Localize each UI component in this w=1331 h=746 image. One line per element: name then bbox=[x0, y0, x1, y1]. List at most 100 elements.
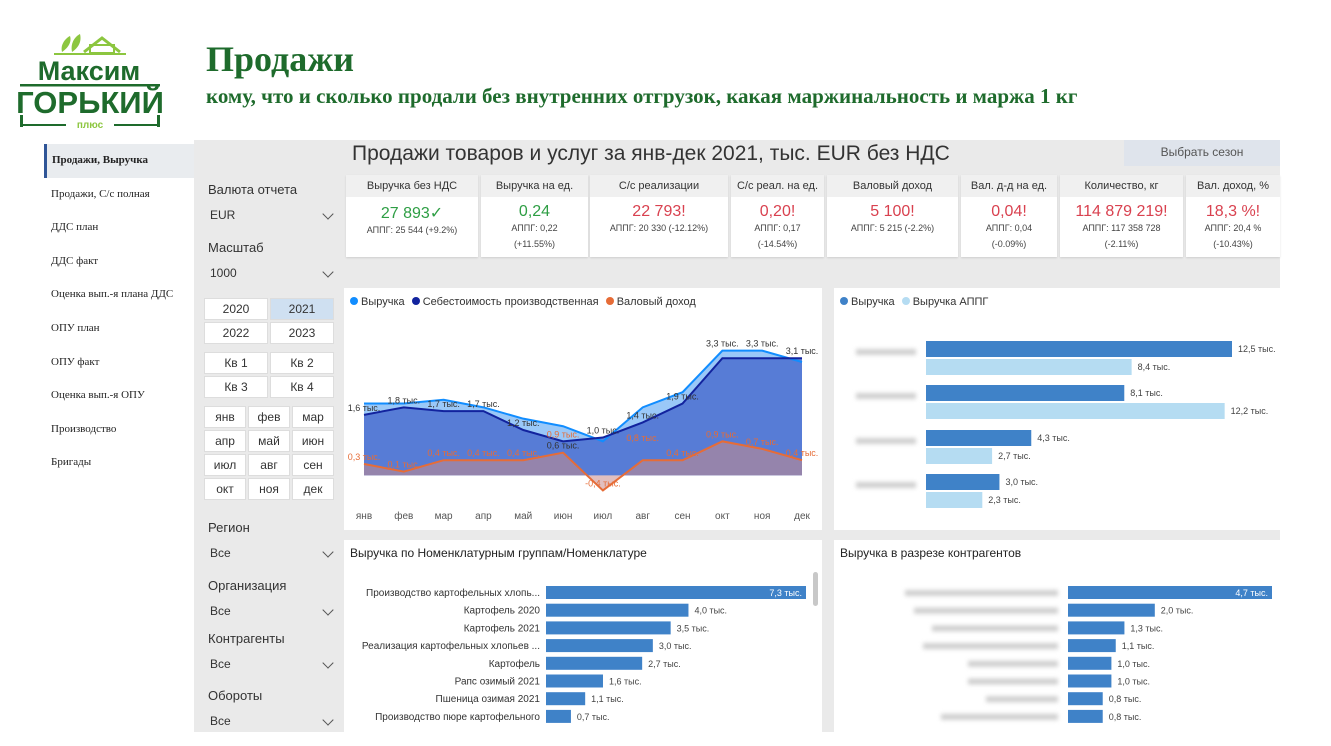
kpi-status-icon: ! bbox=[1163, 203, 1168, 220]
bar[interactable] bbox=[546, 639, 653, 653]
data-label: 4,7 тыс. bbox=[1235, 588, 1268, 598]
legend-item-revenue[interactable]: Выручка bbox=[840, 296, 895, 308]
bar[interactable] bbox=[1068, 709, 1103, 723]
contragents-label: Контрагенты bbox=[208, 631, 285, 646]
category-label-redacted bbox=[856, 393, 916, 399]
legend-item-revenue[interactable]: Выручка bbox=[350, 296, 405, 308]
report-title: Продажи товаров и услуг за янв-дек 2021,… bbox=[352, 142, 950, 165]
kpi-card: Вал. д-д на ед. 0,04! АППГ: 0,04 (-0.09%) bbox=[961, 175, 1057, 257]
nav-item[interactable]: ОПУ план bbox=[51, 321, 100, 334]
month-option[interactable]: июл bbox=[204, 454, 246, 476]
region-label: Регион bbox=[208, 520, 250, 535]
bar[interactable] bbox=[546, 692, 586, 706]
bar[interactable] bbox=[926, 474, 1000, 490]
kpi-title: Вал. доход, % bbox=[1186, 175, 1280, 197]
data-label: 0,9 тыс. bbox=[547, 429, 580, 439]
year-option[interactable]: 2021 bbox=[270, 298, 334, 320]
bar[interactable] bbox=[926, 341, 1232, 357]
bar[interactable] bbox=[546, 709, 571, 723]
nav-item[interactable]: ДДС факт bbox=[51, 254, 99, 267]
month-option[interactable]: апр bbox=[204, 430, 246, 452]
bar[interactable] bbox=[1068, 639, 1116, 653]
currency-select[interactable]: EUR bbox=[206, 204, 336, 226]
nav-item[interactable]: Бригады bbox=[51, 456, 92, 469]
quarter-option[interactable]: Кв 2 bbox=[270, 352, 334, 374]
bar[interactable] bbox=[926, 385, 1125, 401]
scale-select[interactable]: 1000 bbox=[206, 262, 336, 284]
quarter-option[interactable]: Кв 4 bbox=[270, 376, 334, 398]
organization-select[interactable]: Все bbox=[206, 600, 336, 622]
year-option[interactable]: 2022 bbox=[204, 322, 268, 344]
year-option[interactable]: 2023 bbox=[270, 322, 334, 344]
nav-item[interactable]: ДДС план bbox=[51, 221, 99, 234]
data-label: 3,0 тыс. bbox=[1005, 477, 1038, 487]
bar[interactable] bbox=[926, 448, 993, 464]
region-value: Все bbox=[210, 546, 231, 560]
bar[interactable] bbox=[1068, 621, 1125, 635]
data-label: -0,4 тыс. bbox=[585, 478, 621, 488]
nav-item[interactable]: ОПУ факт bbox=[51, 355, 100, 368]
category-label: Пшеница озимая 2021 bbox=[436, 694, 541, 705]
turnover-select[interactable]: Все bbox=[206, 710, 336, 732]
legend-item-revenue-last-year[interactable]: Выручка АППГ bbox=[901, 296, 988, 308]
organization-value: Все bbox=[210, 604, 231, 618]
month-option[interactable]: фев bbox=[248, 406, 290, 428]
month-option[interactable]: июн bbox=[292, 430, 334, 452]
contragents-select[interactable]: Все bbox=[206, 653, 336, 675]
nav-item[interactable]: Оценка вып.-я ОПУ bbox=[51, 389, 145, 402]
data-label: 0,4 тыс. bbox=[427, 448, 460, 458]
bar[interactable] bbox=[546, 674, 603, 688]
data-label: 1,7 тыс. bbox=[467, 399, 500, 409]
bar[interactable] bbox=[926, 403, 1225, 419]
data-label: 7,3 тыс. bbox=[769, 588, 802, 598]
bar[interactable] bbox=[1068, 692, 1103, 706]
scrollbar-thumb[interactable] bbox=[813, 572, 818, 606]
legend-item-cost[interactable]: Себестоимость производственная bbox=[411, 296, 599, 308]
month-option[interactable]: окт bbox=[204, 478, 246, 500]
month-option[interactable]: янв bbox=[204, 406, 246, 428]
legend-item-margin[interactable]: Валовый доход bbox=[605, 296, 696, 308]
currency-label: Валюта отчета bbox=[208, 182, 298, 197]
category-label-redacted bbox=[986, 696, 1058, 703]
bar[interactable] bbox=[1068, 656, 1112, 670]
x-tick-label: сен bbox=[674, 511, 690, 522]
month-option[interactable]: ноя bbox=[248, 478, 290, 500]
bar[interactable] bbox=[546, 603, 689, 617]
nav-item[interactable]: Производство bbox=[51, 422, 117, 435]
quarter-option[interactable]: Кв 1 bbox=[204, 352, 268, 374]
month-option[interactable]: мар bbox=[292, 406, 334, 428]
month-option[interactable]: дек bbox=[292, 478, 334, 500]
year-option[interactable]: 2020 bbox=[204, 298, 268, 320]
bar[interactable] bbox=[1068, 603, 1155, 617]
bar[interactable] bbox=[926, 430, 1032, 446]
choose-season-button[interactable]: Выбрать сезон bbox=[1124, 140, 1280, 166]
bar[interactable] bbox=[1068, 586, 1272, 599]
kpi-status-icon: ✓ bbox=[429, 205, 444, 222]
category-label-redacted bbox=[932, 625, 1058, 632]
contragents-value: Все bbox=[210, 657, 231, 671]
chevron-down-icon bbox=[322, 714, 334, 726]
area-chart-legend: Выручка Себестоимость производственная В… bbox=[350, 296, 696, 308]
data-label: 1,1 тыс. bbox=[591, 694, 624, 704]
kpi-value-row: 0,24 bbox=[481, 203, 588, 221]
x-tick-label: фев bbox=[394, 510, 413, 522]
bar[interactable] bbox=[1068, 674, 1112, 688]
month-option[interactable]: май bbox=[248, 430, 290, 452]
bar[interactable] bbox=[926, 359, 1132, 375]
bar[interactable] bbox=[926, 492, 983, 508]
nav-item[interactable]: Продажи, Выручка bbox=[44, 144, 194, 178]
quarter-option[interactable]: Кв 3 bbox=[204, 376, 268, 398]
month-option[interactable]: авг bbox=[248, 454, 290, 476]
contragents-bar-chart: 4,7 тыс. 2,0 тыс. 1,3 тыс. 1,1 тыс. 1,0 тыс.… bbox=[905, 586, 1272, 723]
bar[interactable] bbox=[546, 621, 671, 635]
data-label: 0,7 тыс. bbox=[746, 437, 779, 447]
nav-item[interactable]: Продажи, С/с полная bbox=[51, 187, 150, 200]
month-option[interactable]: сен bbox=[292, 454, 334, 476]
revenue-vs-last-year-panel: Выручка Выручка АППГ 12,5 тыс. 8,4 тыс. 8,… bbox=[834, 288, 1280, 530]
nav-item[interactable]: Оценка вып.-я плана ДДС bbox=[51, 288, 174, 301]
bar[interactable] bbox=[546, 656, 643, 670]
bar[interactable] bbox=[546, 586, 806, 599]
data-label: 0,8 тыс. bbox=[626, 433, 659, 443]
region-select[interactable]: Все bbox=[206, 542, 336, 564]
data-label: 0,4 тыс. bbox=[786, 448, 819, 458]
